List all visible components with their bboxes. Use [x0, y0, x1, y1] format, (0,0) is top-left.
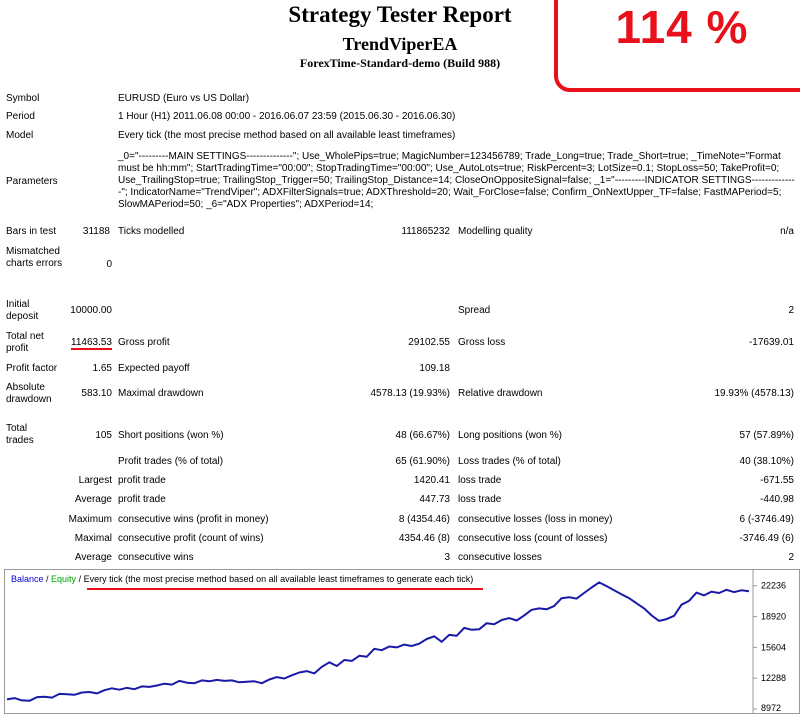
- mismatch-label: Mismatched charts errors: [6, 246, 63, 269]
- absolute-drawdown-value: 583.10: [81, 388, 112, 399]
- y-tick-label: 8972: [761, 703, 781, 713]
- loss-trades-label: Loss trades (% of total): [458, 456, 561, 467]
- average-loss-trade-value: -440.98: [760, 494, 794, 505]
- y-tick-label: 15604: [761, 642, 786, 652]
- max-consecutive-wins-label: consecutive wins (profit in money): [118, 514, 269, 525]
- average-consecutive-losses-value: 2: [788, 552, 794, 563]
- relative-drawdown-label: Relative drawdown: [458, 388, 543, 399]
- balance-chart: Balance / Equity / Every tick (the most …: [4, 569, 800, 714]
- short-positions-label: Short positions (won %): [118, 430, 224, 441]
- maximal-consecutive-profit-label: consecutive profit (count of wins): [118, 533, 264, 544]
- bars-value: 31188: [82, 226, 110, 237]
- y-tick-label: 22236: [761, 581, 786, 591]
- chart-legend: Balance / Equity / Every tick (the most …: [11, 574, 473, 584]
- short-positions-value: 48 (66.67%): [395, 430, 450, 441]
- deposit-value: 10000.00: [70, 305, 112, 316]
- maximal-drawdown-value: 4578.13 (19.93%): [370, 388, 450, 399]
- legend-separator-2: /: [76, 574, 84, 584]
- maximal-label: Maximal: [74, 533, 112, 544]
- average-label: Average: [74, 494, 112, 505]
- maximal-drawdown-label: Maximal drawdown: [118, 388, 204, 399]
- legend-description: Every tick (the most precise method base…: [83, 574, 474, 584]
- long-positions-label: Long positions (won %): [458, 430, 562, 441]
- expected-payoff-label: Expected payoff: [118, 363, 190, 374]
- max-consecutive-losses-label: consecutive losses (loss in money): [458, 514, 613, 525]
- spread-label: Spread: [458, 305, 491, 316]
- ea-name: TrendViperEA: [342, 34, 458, 54]
- bars-label: Bars in test: [6, 226, 57, 237]
- ticks-value: 111865232: [401, 226, 450, 237]
- relative-drawdown-value: 19.93% (4578.13): [714, 388, 794, 399]
- total-trades-label: Total trades: [6, 423, 34, 446]
- net-profit-label: Total net profit: [6, 331, 44, 354]
- server-name: ForexTime-Standard-demo (Build 988): [299, 56, 501, 70]
- maximal-consecutive-loss-value: -3746.49 (6): [739, 533, 794, 544]
- average-consecutive-label: Average: [74, 552, 112, 563]
- report-title: Strategy Tester Report: [288, 2, 512, 27]
- maximal-consecutive-loss-label: consecutive loss (count of losses): [458, 533, 608, 544]
- loss-trades-value: 40 (38.10%): [739, 456, 794, 467]
- balance-line: [6, 581, 750, 702]
- legend-red-underline: [87, 588, 483, 590]
- chart-plot: 22236 18920 15604 12288 8972: [6, 570, 786, 713]
- average-loss-trade-label: loss trade: [458, 494, 502, 505]
- average-profit-trade-value: 447.73: [419, 494, 450, 505]
- average-consecutive-wins-label: consecutive wins: [118, 552, 194, 563]
- maximum-label: Maximum: [68, 514, 112, 525]
- parameters-label: Parameters: [6, 176, 58, 187]
- model-value: Every tick (the most precise method base…: [118, 130, 456, 141]
- average-consecutive-wins-value: 3: [444, 552, 450, 563]
- profit-factor-value: 1.65: [92, 363, 112, 374]
- net-profit-value: 11463.53: [62, 337, 112, 350]
- net-profit-number: 11463.53: [71, 337, 112, 350]
- profit-factor-label: Profit factor: [6, 363, 58, 374]
- quality-value: n/a: [780, 226, 794, 237]
- gross-loss-value: -17639.01: [748, 337, 794, 348]
- period-value: 1 Hour (H1) 2011.06.08 00:00 - 2016.06.0…: [118, 111, 456, 122]
- symbol-value: EURUSD (Euro vs US Dollar): [118, 93, 250, 104]
- largest-loss-trade-value: -671.55: [760, 475, 794, 486]
- legend-separator: /: [43, 574, 52, 584]
- maximal-consecutive-profit-value: 4354.46 (8): [398, 533, 450, 544]
- legend-balance: Balance: [11, 574, 44, 584]
- period-label: Period: [6, 111, 35, 122]
- mismatch-value: 0: [106, 259, 112, 270]
- expected-payoff-value: 109.18: [419, 363, 450, 374]
- largest-profit-trade-label: profit trade: [118, 475, 166, 486]
- profit-percent-badge: 114 %: [554, 0, 800, 92]
- profit-percent-text: 114 %: [615, 1, 749, 53]
- ticks-label: Ticks modelled: [118, 226, 185, 237]
- gross-loss-label: Gross loss: [458, 337, 506, 348]
- largest-profit-trade-value: 1420.41: [413, 475, 450, 486]
- max-consecutive-losses-value: 6 (-3746.49): [739, 514, 794, 525]
- long-positions-value: 57 (57.89%): [739, 430, 794, 441]
- profit-trades-label: Profit trades (% of total): [118, 456, 224, 467]
- total-trades-value: 105: [95, 430, 112, 441]
- max-consecutive-wins-value: 8 (4354.46): [398, 514, 450, 525]
- y-tick-label: 18920: [761, 612, 786, 622]
- deposit-label: Initial deposit: [6, 299, 39, 322]
- parameters-value: _0="---------MAIN SETTINGS--------------…: [118, 151, 795, 210]
- profit-trades-value: 65 (61.90%): [395, 456, 450, 467]
- y-tick-label: 12288: [761, 673, 786, 683]
- average-profit-trade-label: profit trade: [118, 494, 166, 505]
- spread-value: 2: [788, 305, 794, 316]
- model-label: Model: [6, 130, 34, 141]
- gross-profit-label: Gross profit: [118, 337, 170, 348]
- quality-label: Modelling quality: [458, 226, 533, 237]
- symbol-label: Symbol: [6, 93, 40, 104]
- absolute-drawdown-label: Absolute drawdown: [6, 382, 52, 405]
- largest-loss-trade-label: loss trade: [458, 475, 502, 486]
- average-consecutive-losses-label: consecutive losses: [458, 552, 542, 563]
- largest-label: Largest: [78, 475, 112, 486]
- legend-equity: Equity: [51, 574, 77, 584]
- gross-profit-value: 29102.55: [408, 337, 450, 348]
